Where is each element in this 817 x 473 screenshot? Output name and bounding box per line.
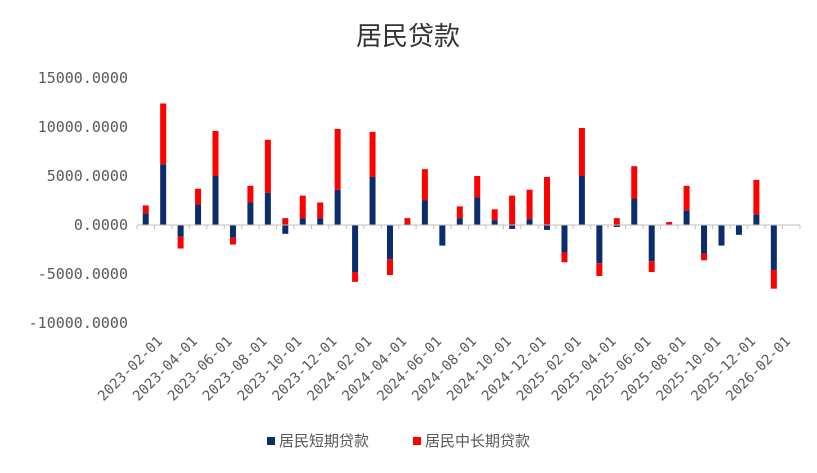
bar-long-term <box>648 261 655 273</box>
bar-short-term <box>735 225 742 235</box>
y-tick-label: -5000.0000 <box>38 265 128 283</box>
bar-short-term <box>631 198 638 225</box>
y-tick-label: 10000.0000 <box>38 118 128 136</box>
bar-long-term <box>229 237 236 245</box>
bar-short-term <box>421 200 428 225</box>
bar-long-term <box>212 130 219 176</box>
bar-short-term <box>544 225 551 230</box>
bar-short-term <box>701 225 708 254</box>
bar-short-term <box>369 176 376 225</box>
bar-long-term <box>299 195 306 219</box>
bar-long-term <box>334 128 341 190</box>
bar-long-term <box>282 218 289 225</box>
bar-long-term <box>561 252 568 263</box>
bars <box>142 103 777 289</box>
bar-long-term <box>264 139 271 193</box>
bar-short-term <box>509 225 516 229</box>
bar-short-term <box>386 225 393 260</box>
bar-long-term <box>631 166 638 199</box>
y-axis-ticks: 15000.0000 10000.0000 5000.0000 0.0000 -5000… <box>29 69 128 332</box>
bar-long-term <box>544 176 551 225</box>
bar-long-term <box>142 205 149 214</box>
bar-long-term <box>177 236 184 249</box>
y-tick-label: -10000.0000 <box>29 314 128 332</box>
bar-long-term <box>526 189 533 220</box>
bar-long-term <box>160 103 167 165</box>
legend-label-long-term: 居民中长期贷款 <box>425 432 530 450</box>
bar-short-term <box>491 220 498 225</box>
y-tick-label: 5000.0000 <box>47 167 128 185</box>
bar-short-term <box>229 225 236 238</box>
bar-short-term <box>160 164 167 225</box>
bar-short-term <box>456 218 463 225</box>
bar-long-term <box>596 263 603 276</box>
bar-long-term <box>247 185 254 203</box>
bar-long-term <box>456 206 463 219</box>
bar-short-term <box>683 210 690 225</box>
bar-long-term <box>683 185 690 211</box>
bar-long-term <box>666 222 673 225</box>
bar-short-term <box>195 204 202 225</box>
bar-long-term <box>509 195 516 225</box>
bar-short-term <box>526 219 533 225</box>
bar-short-term <box>578 176 585 225</box>
bar-long-term <box>352 272 359 282</box>
bar-short-term <box>439 225 446 246</box>
bar-short-term <box>648 225 655 262</box>
legend-label-short-term: 居民短期贷款 <box>279 432 369 450</box>
bar-short-term <box>334 189 341 225</box>
bar-long-term <box>753 179 760 215</box>
legend-swatch-short-term <box>267 437 275 445</box>
bar-long-term <box>386 259 393 275</box>
bar-short-term <box>474 197 481 225</box>
bar-short-term <box>613 225 620 227</box>
bar-long-term <box>369 131 376 177</box>
legend-swatch-long-term <box>413 437 421 445</box>
bar-long-term <box>317 202 324 219</box>
bar-short-term <box>753 214 760 225</box>
bar-short-term <box>561 225 568 253</box>
legend: 居民短期贷款 居民中长期贷款 <box>267 432 530 450</box>
bar-short-term <box>282 225 289 234</box>
bar-long-term <box>701 253 708 261</box>
bar-long-term <box>421 169 428 201</box>
bar-long-term <box>404 218 411 225</box>
bar-short-term <box>247 202 254 225</box>
bar-short-term <box>299 218 306 225</box>
bar-short-term <box>264 192 271 225</box>
bar-long-term <box>491 209 498 221</box>
bar-short-term <box>142 213 149 225</box>
bar-short-term <box>317 218 324 225</box>
bar-short-term <box>212 176 219 225</box>
bar-long-term <box>613 218 620 225</box>
bar-short-term <box>352 225 359 273</box>
x-axis: 2023-02-012023-04-012023-06-012023-08-01… <box>95 224 801 404</box>
bar-short-term <box>177 225 184 237</box>
bar-long-term <box>195 188 202 205</box>
y-tick-label: 15000.0000 <box>38 69 128 87</box>
bar-short-term <box>718 225 725 246</box>
y-tick-label: 0.0000 <box>74 216 128 234</box>
bar-long-term <box>578 127 585 176</box>
bar-short-term <box>596 225 603 264</box>
bar-short-term <box>770 225 777 271</box>
bar-long-term <box>770 270 777 289</box>
chart-title: 居民贷款 <box>356 22 460 52</box>
bar-long-term <box>474 176 481 198</box>
